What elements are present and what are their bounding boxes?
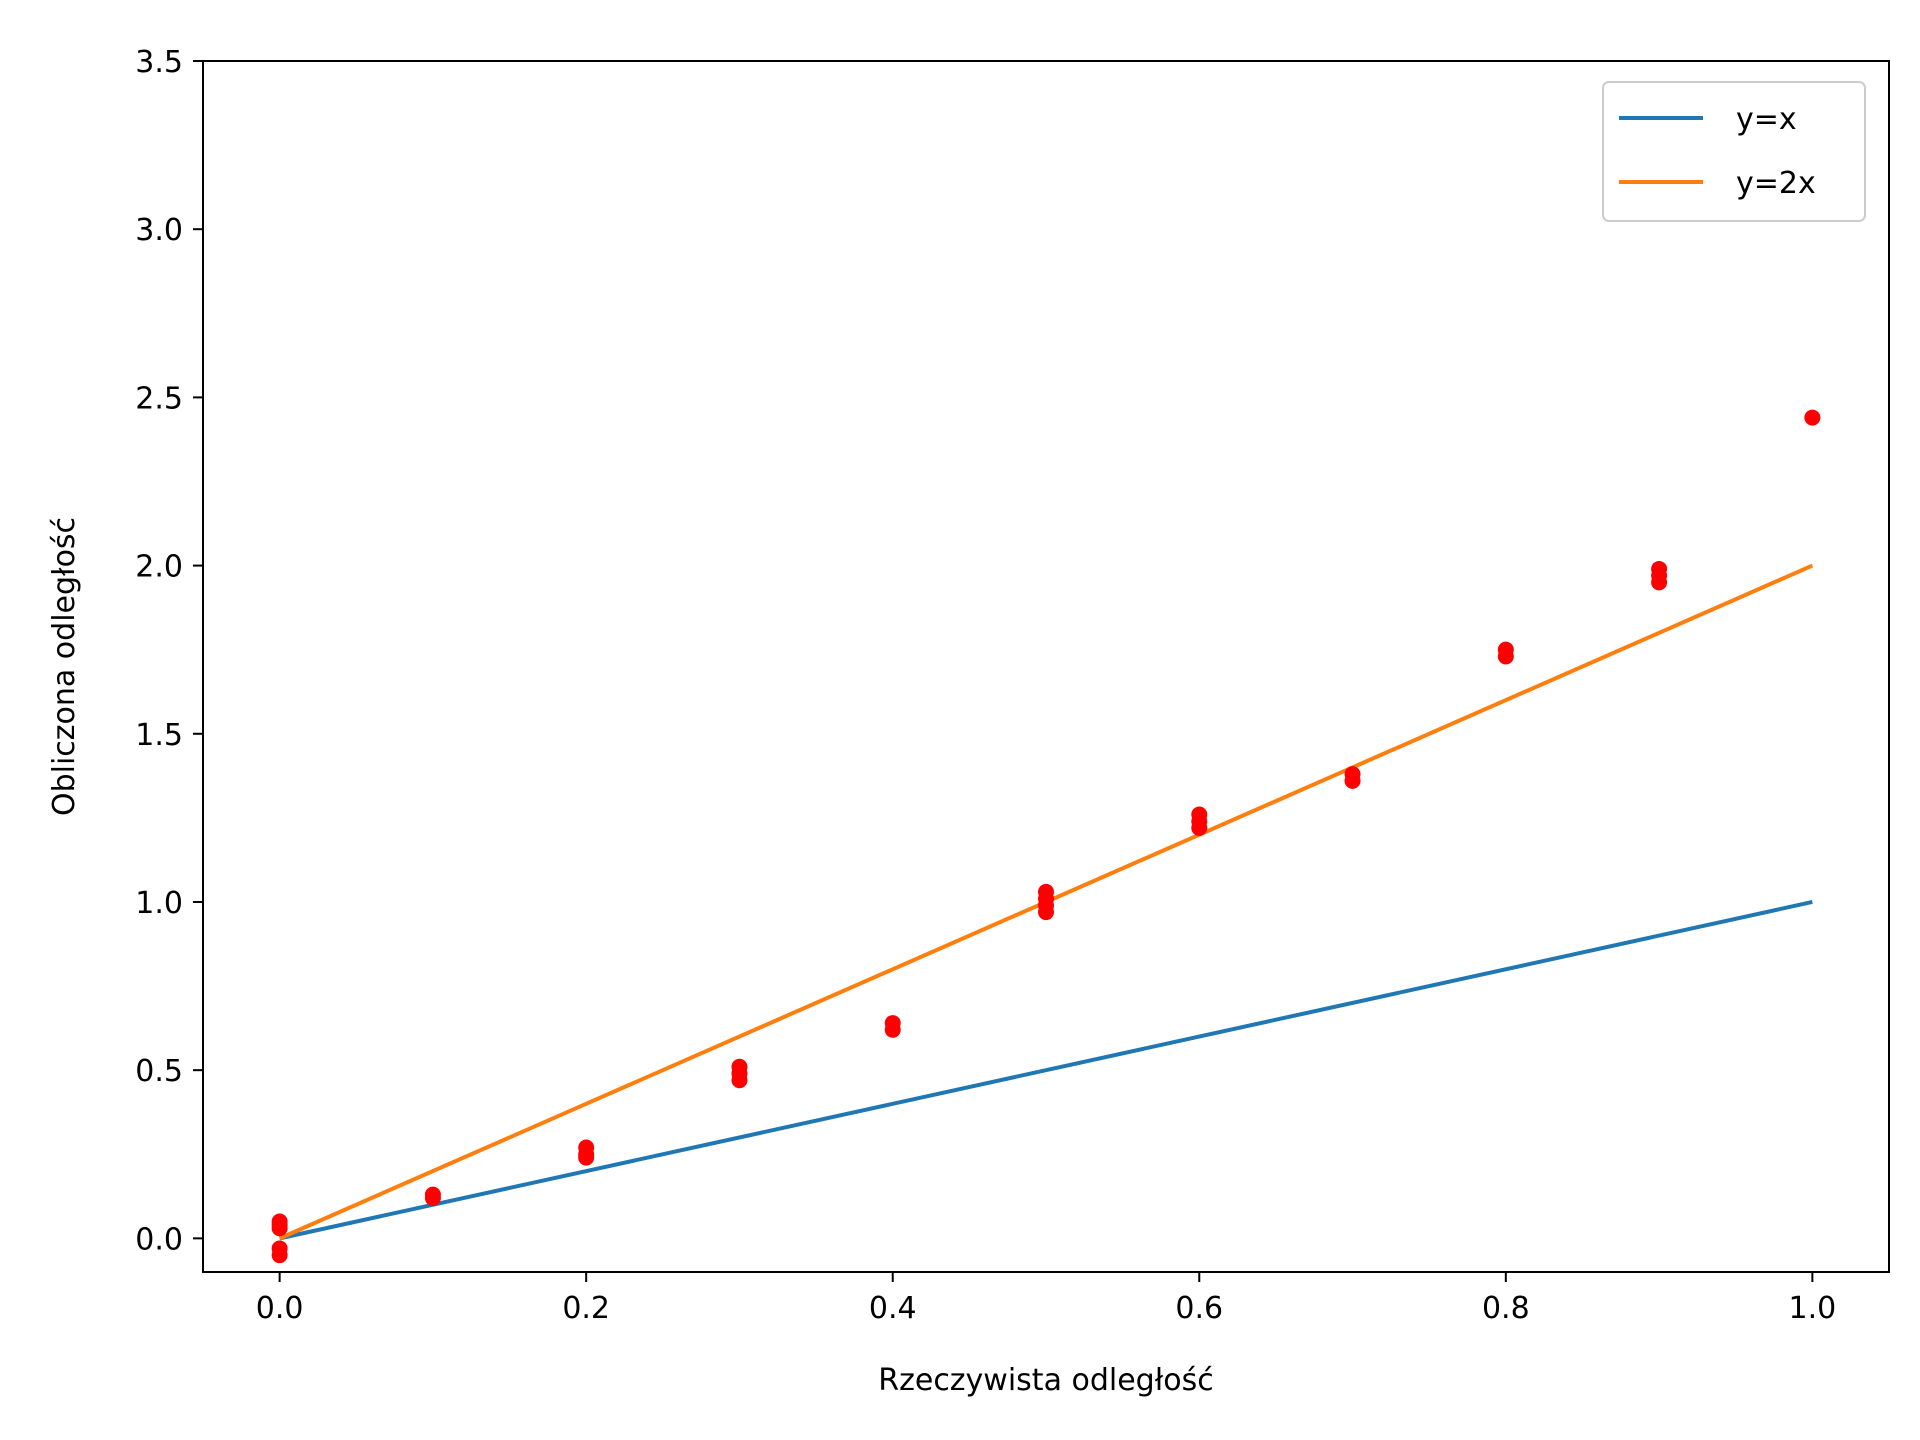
series-line-1 bbox=[279, 900, 1813, 1241]
y-tick-label: 2.5 bbox=[135, 381, 183, 416]
plot-frame bbox=[202, 60, 1890, 1273]
y-tick-label: 2.0 bbox=[135, 550, 183, 585]
x-tick-label: 1.0 bbox=[1789, 1291, 1837, 1326]
y-tick-label: 0.0 bbox=[135, 1222, 183, 1257]
y-tick-label: 1.5 bbox=[135, 718, 183, 753]
scatter-point bbox=[1804, 409, 1821, 426]
y-tick-label: 3.5 bbox=[135, 45, 183, 80]
axis-ticks: 0.0 0.2 0.4 0.6 0.8 1.0 0.0 0.5 1.0 1.5 2.0 2.5 3.0 3… bbox=[135, 45, 1836, 1326]
legend-label: y=x bbox=[1736, 102, 1797, 137]
scatter-point bbox=[884, 1021, 901, 1038]
scatter-point bbox=[1191, 819, 1208, 836]
scatter-point bbox=[1038, 904, 1054, 921]
x-tick-label: 0.0 bbox=[256, 1291, 304, 1326]
scatter-point bbox=[578, 1149, 595, 1166]
y-tick-label: 3.0 bbox=[135, 213, 183, 248]
y-tick-label: 0.5 bbox=[135, 1054, 183, 1089]
scatter-point bbox=[424, 1189, 441, 1206]
plot-marks bbox=[271, 409, 1821, 1264]
legend-box bbox=[1602, 81, 1866, 222]
scatter-point bbox=[1344, 772, 1361, 789]
scatter-point bbox=[271, 1247, 288, 1264]
y-tick-label: 1.0 bbox=[135, 886, 183, 921]
legend: y=x y=2x bbox=[1602, 81, 1866, 222]
x-tick-label: 0.8 bbox=[1482, 1291, 1530, 1326]
x-tick-label: 0.4 bbox=[869, 1291, 917, 1326]
legend-label: y=2x bbox=[1736, 166, 1816, 201]
scatter-point bbox=[1651, 574, 1668, 591]
y-axis-title: Obliczona odległość bbox=[47, 517, 82, 816]
scatter-point bbox=[731, 1072, 748, 1089]
x-axis-title: Rzeczywista odległość bbox=[878, 1363, 1213, 1398]
x-tick-label: 0.2 bbox=[562, 1291, 610, 1326]
scatter-point bbox=[1497, 648, 1514, 665]
x-tick-label: 0.6 bbox=[1175, 1291, 1223, 1326]
scatter-point bbox=[271, 1220, 288, 1237]
